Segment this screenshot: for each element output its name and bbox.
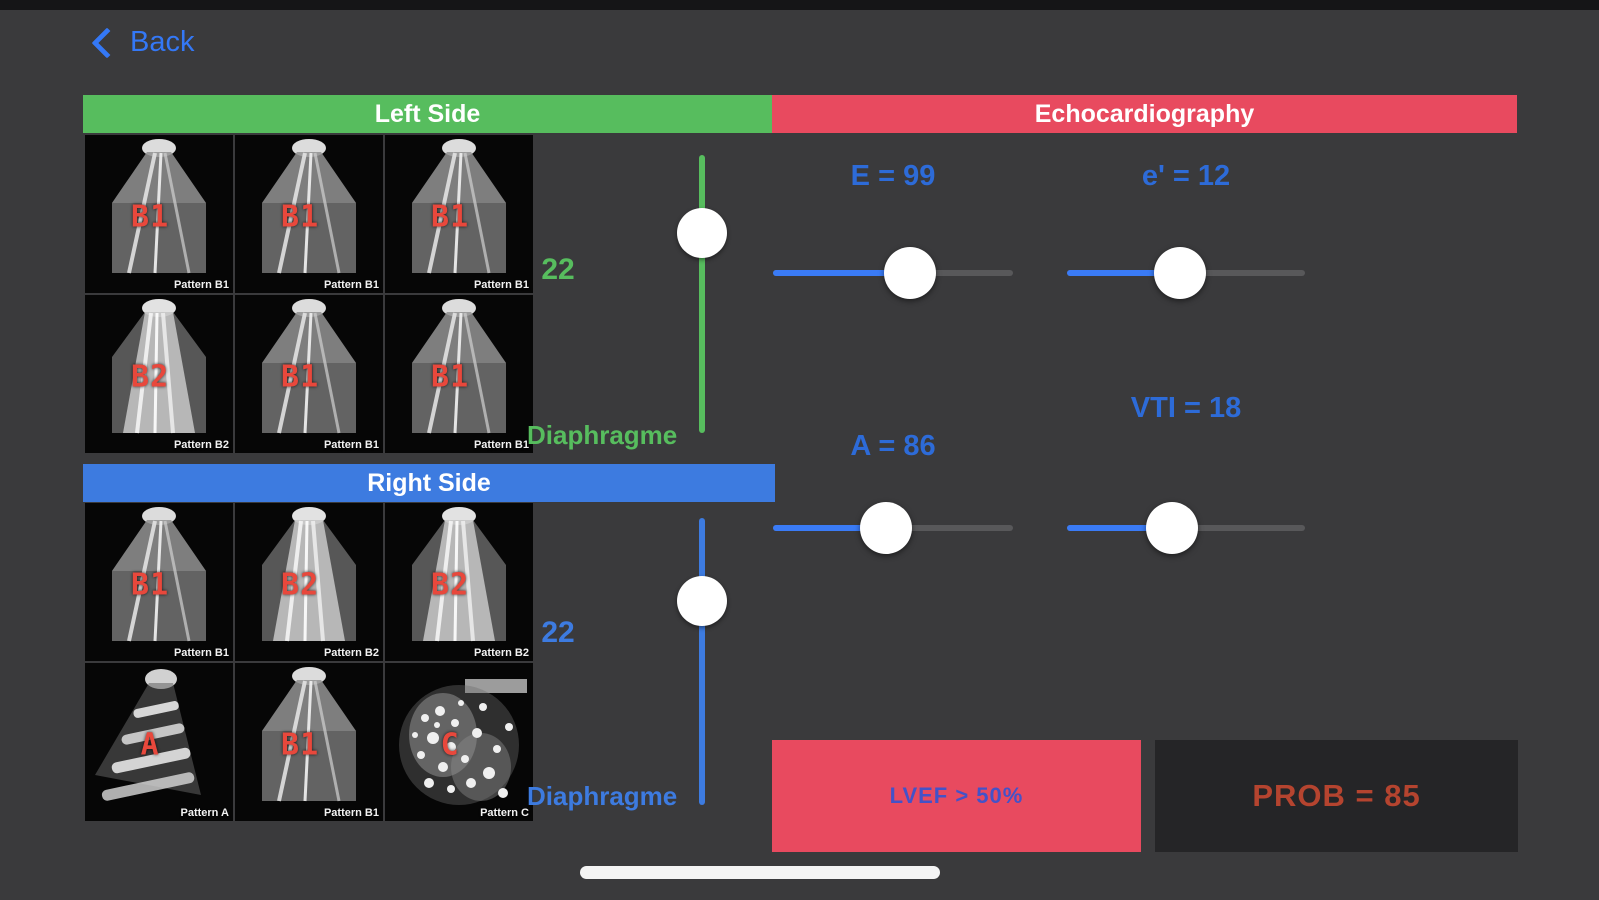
pattern-label: B1: [281, 727, 320, 763]
slider-fill: [773, 525, 886, 531]
slider-track[interactable]: [699, 155, 705, 433]
ultrasound-tile[interactable]: B1 Pattern B1: [235, 663, 383, 821]
back-button[interactable]: Back: [91, 26, 195, 59]
ultrasound-tile[interactable]: C Pattern C: [385, 663, 533, 821]
ultrasound-tile[interactable]: B2 Pattern B2: [235, 503, 383, 661]
ultrasound-tile[interactable]: B1 Pattern B1: [385, 295, 533, 453]
ultrasound-tile[interactable]: A Pattern A: [85, 663, 233, 821]
vti-value-label: VTI = 18: [1130, 392, 1242, 424]
ultrasound-tile[interactable]: B1 Pattern B1: [85, 135, 233, 293]
pattern-caption: Pattern B2: [323, 647, 379, 659]
a-wave-slider[interactable]: [773, 502, 1013, 554]
pattern-label: B2: [131, 359, 170, 395]
pattern-caption: Pattern B1: [323, 807, 379, 819]
left-side-header: Left Side: [83, 95, 772, 133]
ultrasound-tile[interactable]: B1 Pattern B1: [85, 503, 233, 661]
pattern-label: B2: [431, 567, 470, 603]
right-diaphragm-slider[interactable]: [676, 518, 728, 805]
pattern-caption: Pattern B2: [473, 647, 529, 659]
right-side-title: Right Side: [367, 468, 491, 497]
back-chevron-icon: [91, 26, 123, 59]
pattern-caption: Pattern A: [180, 807, 230, 819]
slider-thumb[interactable]: [883, 247, 936, 299]
pattern-label: B1: [431, 199, 470, 235]
right-side-image-grid: B1 Pattern B1 B2 Pattern B2 B2 Pattern B…: [85, 503, 533, 821]
pattern-label: A: [140, 727, 160, 763]
ultrasound-tile[interactable]: B2 Pattern B2: [385, 503, 533, 661]
left-diaphragm-value: 22: [541, 253, 575, 286]
pattern-caption: Pattern B1: [323, 439, 379, 451]
slider-fill: [1067, 525, 1172, 531]
pattern-label: B1: [281, 359, 320, 395]
slider-thumb[interactable]: [1154, 247, 1207, 299]
lvef-result-label: LVEF > 50%: [889, 783, 1024, 808]
pattern-label: B2: [281, 567, 320, 603]
pattern-label: B1: [131, 199, 170, 235]
right-diaphragm-value: 22: [541, 616, 575, 649]
pattern-label: B1: [131, 567, 170, 603]
echocardiography-title: Echocardiography: [1034, 99, 1255, 128]
prob-result-button[interactable]: PROB = 85: [1155, 740, 1518, 852]
pattern-caption: Pattern B2: [173, 439, 229, 451]
pattern-caption: Pattern C: [480, 807, 529, 819]
pattern-caption: Pattern B1: [473, 279, 529, 291]
home-indicator[interactable]: [580, 866, 940, 879]
a-wave-value-label: A = 86: [850, 430, 936, 462]
pattern-label: B1: [431, 359, 470, 395]
slider-thumb[interactable]: [677, 207, 727, 258]
vti-slider[interactable]: [1067, 502, 1305, 554]
left-diaphragm-slider[interactable]: [676, 155, 728, 433]
prob-result-label: PROB = 85: [1252, 778, 1421, 813]
pattern-caption: Pattern B1: [473, 439, 529, 451]
slider-thumb[interactable]: [1145, 502, 1198, 554]
e-prime-value-label: e' = 12: [1141, 160, 1231, 192]
slider-fill: [773, 270, 910, 276]
e-wave-value-label: E = 99: [850, 160, 936, 192]
slider-thumb[interactable]: [859, 502, 912, 554]
back-label: Back: [130, 26, 195, 58]
ultrasound-tile[interactable]: B1 Pattern B1: [235, 295, 383, 453]
e-prime-slider[interactable]: [1067, 247, 1305, 299]
ultrasound-tile[interactable]: B1 Pattern B1: [235, 135, 383, 293]
pattern-caption: Pattern B1: [173, 647, 229, 659]
ultrasound-tile[interactable]: B1 Pattern B1: [385, 135, 533, 293]
right-diaphragm-label: Diaphragme: [527, 781, 678, 811]
pattern-caption: Pattern B1: [173, 279, 229, 291]
pattern-label: B1: [281, 199, 320, 235]
left-side-image-grid: B1 Pattern B1 B1 Pattern B1 B1 Pattern B…: [85, 135, 533, 453]
left-diaphragm-label: Diaphragme: [527, 420, 678, 450]
slider-track[interactable]: [699, 518, 705, 805]
right-side-header: Right Side: [83, 464, 775, 502]
status-bar-strip: [0, 0, 1599, 10]
lvef-result-button[interactable]: LVEF > 50%: [772, 740, 1141, 852]
slider-thumb[interactable]: [677, 576, 727, 627]
pattern-label: C: [440, 727, 460, 763]
ultrasound-tile[interactable]: B2 Pattern B2: [85, 295, 233, 453]
echocardiography-header: Echocardiography: [772, 95, 1517, 133]
left-side-title: Left Side: [374, 99, 481, 128]
slider-fill: [1067, 270, 1181, 276]
pattern-caption: Pattern B1: [323, 279, 379, 291]
e-wave-slider[interactable]: [773, 247, 1013, 299]
